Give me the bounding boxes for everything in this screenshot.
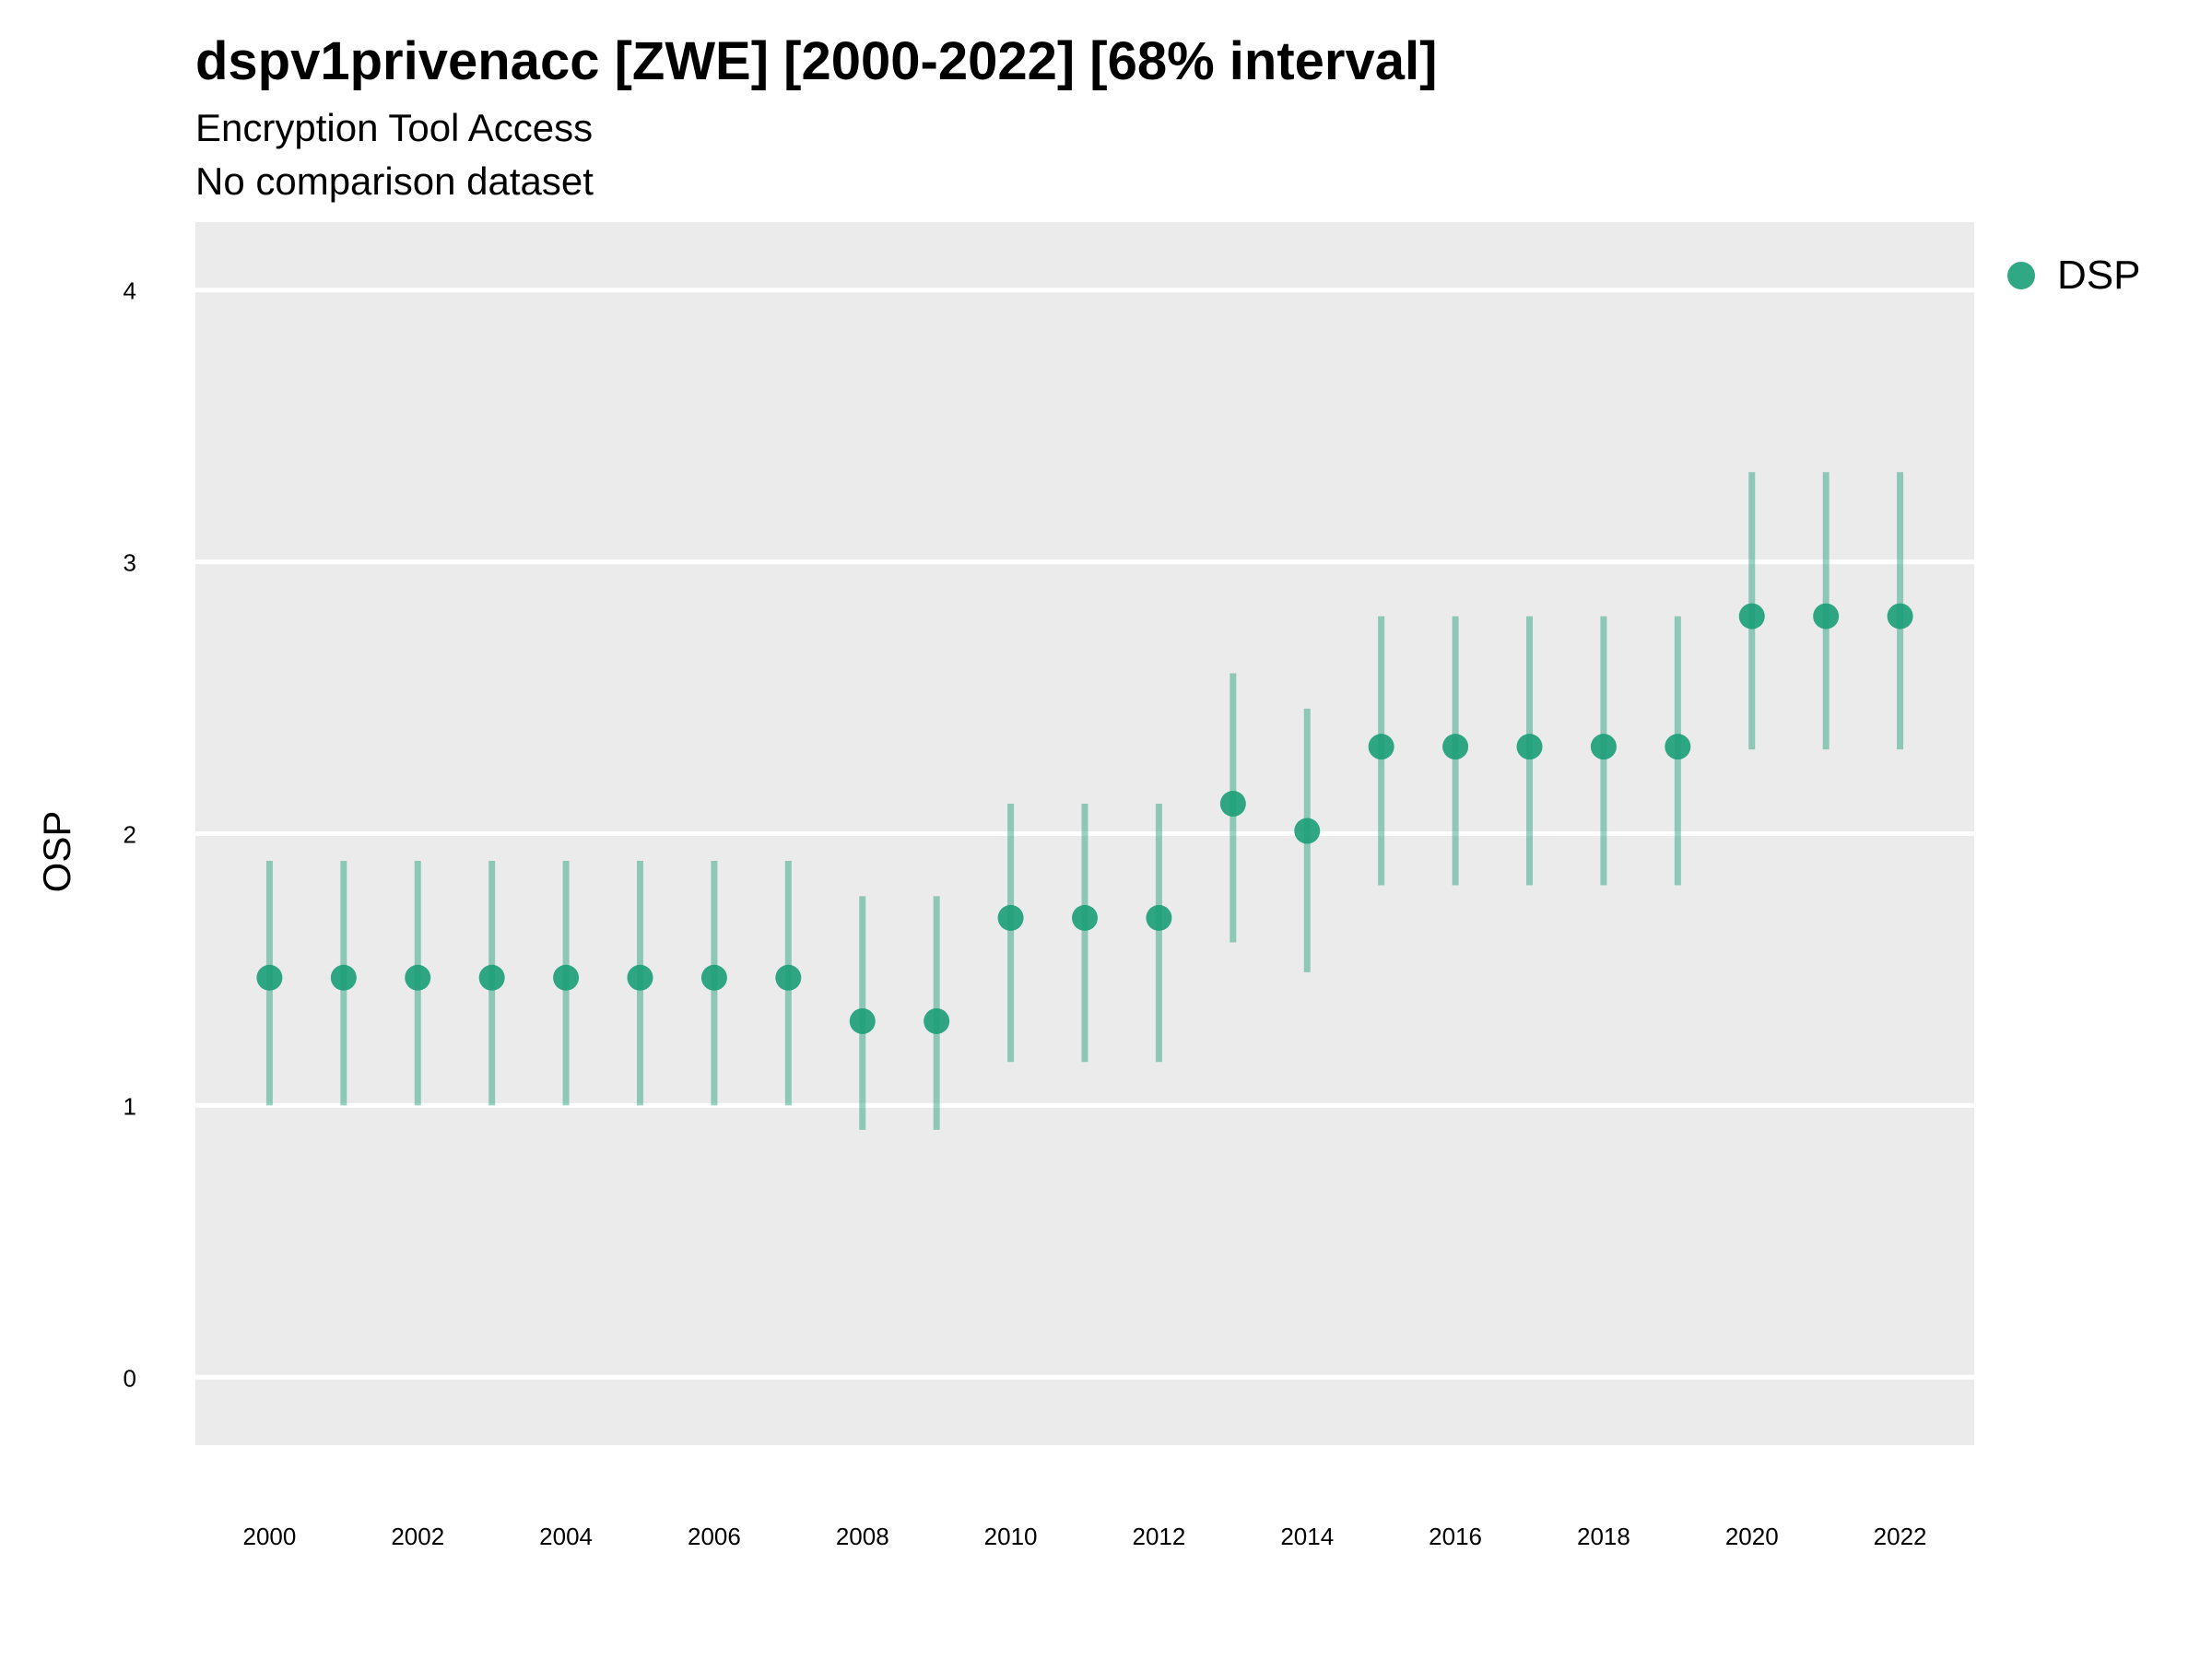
legend: DSP <box>2007 255 2140 296</box>
data-point-2016 <box>1442 734 1469 760</box>
data-point-2011 <box>1072 904 1098 931</box>
y-tick-label-0: 0 <box>124 1364 136 1392</box>
data-point-2014 <box>1294 818 1321 844</box>
data-point-2020 <box>1738 603 1765 629</box>
data-point-2004 <box>553 964 580 991</box>
x-tick-label-2006: 2006 <box>688 1523 741 1550</box>
x-tick-label-2018: 2018 <box>1577 1523 1630 1550</box>
x-tick-label-2004: 2004 <box>539 1523 593 1550</box>
x-tick-label-2016: 2016 <box>1429 1523 1482 1550</box>
x-tick-label-2012: 2012 <box>1132 1523 1185 1550</box>
data-point-2019 <box>1665 734 1691 760</box>
chart-subtitle-comparison: No comparison dataset <box>195 159 594 203</box>
x-tick-label-2000: 2000 <box>242 1523 296 1550</box>
data-point-2009 <box>924 1007 950 1034</box>
y-tick-labels: 0 1 2 3 4 <box>124 277 136 1393</box>
data-point-2002 <box>405 964 431 991</box>
chart-subtitle: Encryption Tool Access <box>195 106 594 149</box>
data-point-2013 <box>1219 791 1246 818</box>
y-tick-label-4: 4 <box>124 277 136 305</box>
legend-label-dsp: DSP <box>2057 253 2141 298</box>
grid-lines <box>195 288 1974 1380</box>
data-point-2001 <box>330 964 357 991</box>
data-point-2018 <box>1590 734 1617 760</box>
y-tick-label-2: 2 <box>124 821 136 849</box>
data-point-2005 <box>627 964 653 991</box>
x-tick-label-2020: 2020 <box>1725 1523 1779 1550</box>
x-tick-labels: 2000 2002 2004 2006 2008 2010 2012 2014 2016 2018… <box>242 1523 1926 1550</box>
y-tick-label-1: 1 <box>124 1092 136 1120</box>
x-tick-label-2022: 2022 <box>1874 1523 1927 1550</box>
data-point-2003 <box>478 964 505 991</box>
x-tick-label-2002: 2002 <box>391 1523 444 1550</box>
x-tick-label-2010: 2010 <box>984 1523 1038 1550</box>
y-tick-label-3: 3 <box>124 549 136 577</box>
data-point-2000 <box>256 964 283 991</box>
data-point-2021 <box>1813 603 1840 629</box>
legend-key-dsp <box>2007 262 2035 289</box>
x-tick-label-2014: 2014 <box>1280 1523 1334 1550</box>
data-point-2010 <box>997 904 1024 931</box>
chart-title: dspv1privenacc [ZWE] [2000-2022] [68% in… <box>195 31 1438 91</box>
data-point-2006 <box>700 964 727 991</box>
data-point-2012 <box>1146 904 1172 931</box>
data-points <box>256 603 1913 1034</box>
data-point-2008 <box>849 1007 876 1034</box>
data-point-2015 <box>1368 734 1394 760</box>
x-tick-label-2008: 2008 <box>836 1523 889 1550</box>
data-point-2022 <box>1887 603 1913 629</box>
data-point-2007 <box>775 964 802 991</box>
data-point-2017 <box>1516 734 1543 760</box>
